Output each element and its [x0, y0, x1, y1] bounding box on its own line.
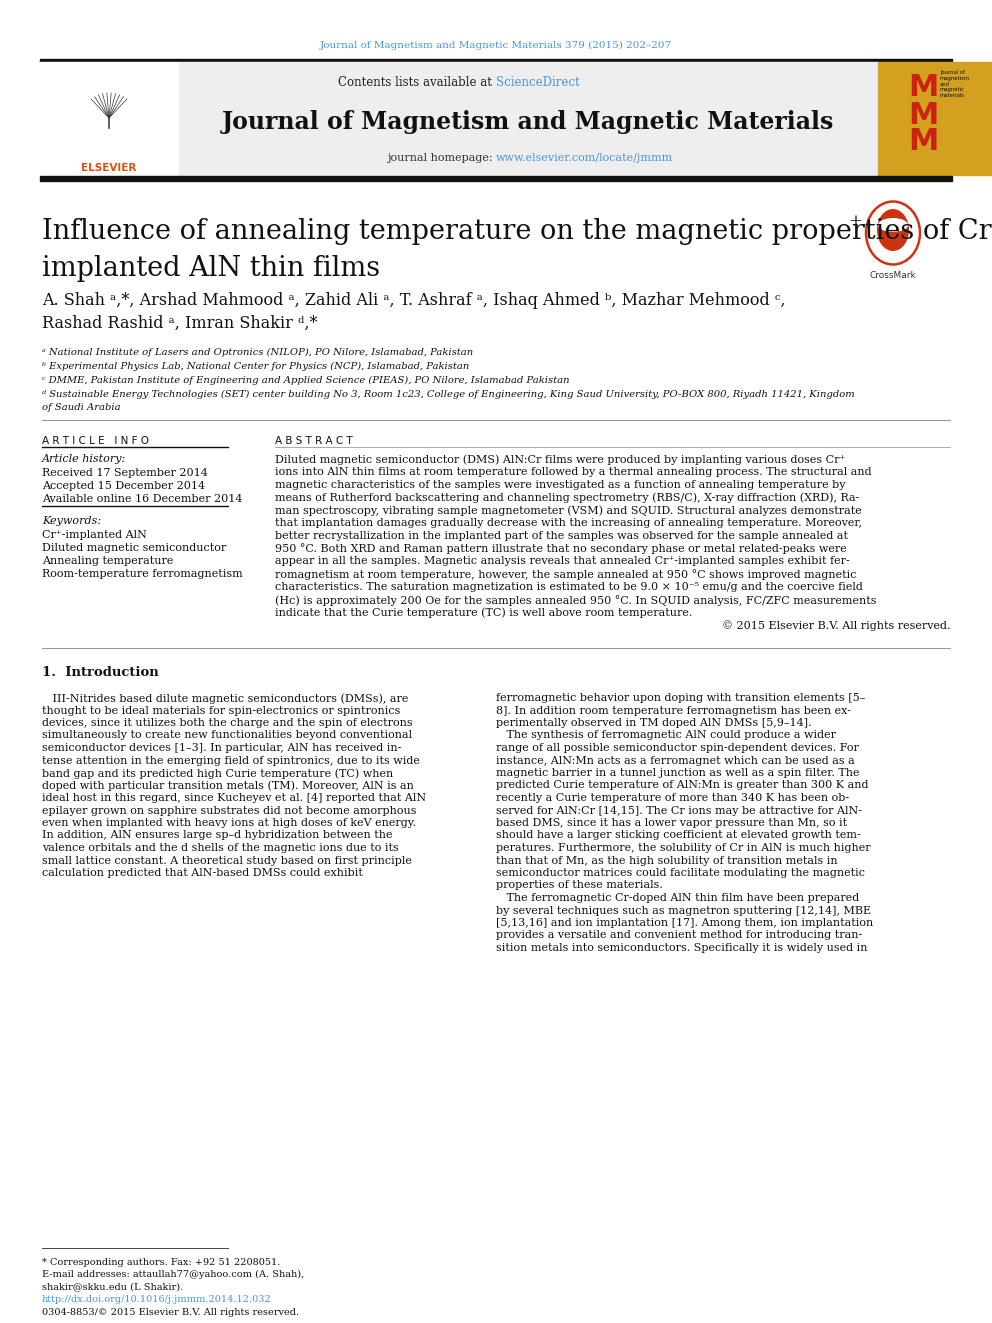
Text: 950 °C. Both XRD and Raman pattern illustrate that no secondary phase or metal r: 950 °C. Both XRD and Raman pattern illus… [275, 544, 847, 554]
Text: thought to be ideal materials for spin-electronics or spintronics: thought to be ideal materials for spin-e… [42, 705, 401, 716]
Text: ᵈ Sustainable Energy Technologies (SET) center building No 3, Room 1c23, College: ᵈ Sustainable Energy Technologies (SET) … [42, 390, 855, 400]
Text: instance, AlN:Mn acts as a ferromagnet which can be used as a: instance, AlN:Mn acts as a ferromagnet w… [496, 755, 855, 766]
Text: should have a larger sticking coefficient at elevated growth tem-: should have a larger sticking coefficien… [496, 831, 861, 840]
Text: journal homepage:: journal homepage: [387, 153, 496, 163]
Text: Accepted 15 December 2014: Accepted 15 December 2014 [42, 482, 205, 491]
Text: man spectroscopy, vibrating sample magnetometer (VSM) and SQUID. Structural anal: man spectroscopy, vibrating sample magne… [275, 505, 862, 516]
Text: Article history:: Article history: [42, 454, 126, 464]
Text: Received 17 September 2014: Received 17 September 2014 [42, 468, 208, 478]
Text: [5,13,16] and ion implantation [17]. Among them, ion implantation: [5,13,16] and ion implantation [17]. Amo… [496, 918, 873, 927]
Text: Influence of annealing temperature on the magnetic properties of Cr: Influence of annealing temperature on th… [42, 218, 992, 245]
Text: www.elsevier.com/locate/jmmm: www.elsevier.com/locate/jmmm [496, 153, 674, 163]
Text: than that of Mn, as the high solubility of transition metals in: than that of Mn, as the high solubility … [496, 856, 837, 865]
Bar [878, 62, 992, 175]
Text: ᶜ DMME, Pakistan Institute of Engineering and Applied Science (PIEAS), PO Nilore: ᶜ DMME, Pakistan Institute of Engineerin… [42, 376, 569, 385]
Text: A B S T R A C T: A B S T R A C T [275, 437, 353, 446]
Text: Diluted magnetic semiconductor: Diluted magnetic semiconductor [42, 542, 226, 553]
Text: ELSEVIER: ELSEVIER [81, 163, 137, 173]
Text: even when implanted with heavy ions at high doses of keV energy.: even when implanted with heavy ions at h… [42, 818, 416, 828]
Text: Available online 16 December 2014: Available online 16 December 2014 [42, 493, 242, 504]
Text: Rashad Rashid ᵃ, Imran Shakir ᵈ,*: Rashad Rashid ᵃ, Imran Shakir ᵈ,* [42, 315, 317, 332]
Text: Contents lists available at: Contents lists available at [338, 77, 496, 90]
Text: Cr⁺-implanted AlN: Cr⁺-implanted AlN [42, 531, 147, 540]
Bar [40, 176, 952, 181]
Text: Journal of Magnetism and Magnetic Materials 379 (2015) 202–207: Journal of Magnetism and Magnetic Materi… [320, 41, 672, 49]
Bar [40, 62, 178, 175]
Text: CrossMark: CrossMark [870, 270, 917, 279]
Text: (Hc) is approximately 200 Oe for the samples annealed 950 °C. In SQUID analysis,: (Hc) is approximately 200 Oe for the sam… [275, 595, 877, 606]
Text: doped with particular transition metals (TM). Moreover, AlN is an: doped with particular transition metals … [42, 781, 414, 791]
Text: M: M [908, 74, 938, 102]
Text: Annealing temperature: Annealing temperature [42, 556, 174, 566]
Text: © 2015 Elsevier B.V. All rights reserved.: © 2015 Elsevier B.V. All rights reserved… [721, 620, 950, 631]
Text: +: + [848, 213, 862, 230]
Text: range of all possible semiconductor spin-dependent devices. For: range of all possible semiconductor spin… [496, 744, 859, 753]
Text: magnetic characteristics of the samples were investigated as a function of annea: magnetic characteristics of the samples … [275, 480, 845, 490]
Text: III-Nitrides based dilute magnetic semiconductors (DMSs), are: III-Nitrides based dilute magnetic semic… [42, 693, 409, 704]
Text: Keywords:: Keywords: [42, 516, 101, 527]
Text: * Corresponding authors. Fax: +92 51 2208051.: * Corresponding authors. Fax: +92 51 220… [42, 1258, 281, 1267]
Text: perimentally observed in TM doped AlN DMSs [5,9–14].: perimentally observed in TM doped AlN DM… [496, 718, 811, 728]
Text: semiconductor devices [1–3]. In particular, AlN has received in-: semiconductor devices [1–3]. In particul… [42, 744, 402, 753]
Ellipse shape [878, 218, 908, 232]
Text: predicted Curie temperature of AlN:Mn is greater than 300 K and: predicted Curie temperature of AlN:Mn is… [496, 781, 869, 791]
Text: ideal host in this regard, since Kucheyev et al. [4] reported that AlN: ideal host in this regard, since Kucheye… [42, 792, 427, 803]
Text: 8]. In addition room temperature ferromagnetism has been ex-: 8]. In addition room temperature ferroma… [496, 705, 851, 716]
Text: that implantation damages gradually decrease with the increasing of annealing te: that implantation damages gradually decr… [275, 519, 862, 528]
Text: ScienceDirect: ScienceDirect [496, 77, 579, 90]
Text: calculation predicted that AlN-based DMSs could exhibit: calculation predicted that AlN-based DMS… [42, 868, 363, 878]
Text: recently a Curie temperature of more than 340 K has been ob-: recently a Curie temperature of more tha… [496, 792, 849, 803]
Text: magnetic barrier in a tunnel junction as well as a spin filter. The: magnetic barrier in a tunnel junction as… [496, 767, 859, 778]
Bar [40, 58, 952, 62]
Text: romagnetism at room temperature, however, the sample annealed at 950 °C shows im: romagnetism at room temperature, however… [275, 569, 856, 579]
Text: Journal of Magnetism and Magnetic Materials: Journal of Magnetism and Magnetic Materi… [222, 110, 834, 134]
Text: indicate that the Curie temperature (TC) is well above room temperature.: indicate that the Curie temperature (TC)… [275, 607, 692, 618]
Text: tense attention in the emerging field of spintronics, due to its wide: tense attention in the emerging field of… [42, 755, 420, 766]
Text: shakir@skku.edu (L Shakir).: shakir@skku.edu (L Shakir). [42, 1282, 184, 1291]
Text: implanted AlN thin films: implanted AlN thin films [42, 255, 380, 282]
Text: ferromagnetic behavior upon doping with transition elements [5–: ferromagnetic behavior upon doping with … [496, 693, 865, 703]
Text: The ferromagnetic Cr-doped AlN thin film have been prepared: The ferromagnetic Cr-doped AlN thin film… [496, 893, 859, 904]
Text: 0304-8853/© 2015 Elsevier B.V. All rights reserved.: 0304-8853/© 2015 Elsevier B.V. All right… [42, 1308, 300, 1316]
Text: A. Shah ᵃ,*, Arshad Mahmood ᵃ, Zahid Ali ᵃ, T. Ashraf ᵃ, Ishaq Ahmed ᵇ, Mazhar M: A. Shah ᵃ,*, Arshad Mahmood ᵃ, Zahid Ali… [42, 292, 786, 310]
Text: semiconductor matrices could facilitate modulating the magnetic: semiconductor matrices could facilitate … [496, 868, 865, 878]
Text: 1.  Introduction: 1. Introduction [42, 665, 159, 679]
Text: ᵇ Experimental Physics Lab, National Center for Physics (NCP), Islamabad, Pakist: ᵇ Experimental Physics Lab, National Cen… [42, 363, 469, 372]
Text: peratures. Furthermore, the solubility of Cr in AlN is much higher: peratures. Furthermore, the solubility o… [496, 843, 871, 853]
Text: A R T I C L E   I N F O: A R T I C L E I N F O [42, 437, 149, 446]
Text: provides a versatile and convenient method for introducing tran-: provides a versatile and convenient meth… [496, 930, 862, 941]
Text: M: M [908, 101, 938, 130]
Text: devices, since it utilizes both the charge and the spin of electrons: devices, since it utilizes both the char… [42, 718, 413, 728]
Text: ions into AlN thin films at room temperature followed by a thermal annealing pro: ions into AlN thin films at room tempera… [275, 467, 872, 476]
Text: properties of these materials.: properties of these materials. [496, 881, 663, 890]
Text: http://dx.doi.org/10.1016/j.jmmm.2014.12.032: http://dx.doi.org/10.1016/j.jmmm.2014.12… [42, 1295, 272, 1304]
Text: appear in all the samples. Magnetic analysis reveals that annealed Cr⁺-implanted: appear in all the samples. Magnetic anal… [275, 557, 850, 566]
Text: simultaneously to create new functionalities beyond conventional: simultaneously to create new functionali… [42, 730, 412, 741]
Text: of Saudi Arabia: of Saudi Arabia [42, 404, 121, 411]
Text: by several techniques such as magnetron sputtering [12,14], MBE: by several techniques such as magnetron … [496, 905, 871, 916]
Text: E-mail addresses: attaullah77@yahoo.com (A. Shah),: E-mail addresses: attaullah77@yahoo.com … [42, 1270, 305, 1279]
Text: ᵃ National Institute of Lasers and Optronics (NILOP), PO Nilore, Islamabad, Paki: ᵃ National Institute of Lasers and Optro… [42, 348, 473, 357]
Text: served for AlN:Cr [14,15]. The Cr ions may be attractive for AlN-: served for AlN:Cr [14,15]. The Cr ions m… [496, 806, 862, 815]
Text: band gap and its predicted high Curie temperature (TC) when: band gap and its predicted high Curie te… [42, 767, 393, 778]
Bar [178, 62, 878, 175]
Text: The synthesis of ferromagnetic AlN could produce a wider: The synthesis of ferromagnetic AlN could… [496, 730, 836, 741]
Text: In addition, AlN ensures large sp–d hybridization between the: In addition, AlN ensures large sp–d hybr… [42, 831, 393, 840]
Text: means of Rutherford backscattering and channeling spectrometry (RBS/C), X-ray di: means of Rutherford backscattering and c… [275, 492, 859, 503]
Ellipse shape [877, 209, 909, 251]
Text: Room-temperature ferromagnetism: Room-temperature ferromagnetism [42, 569, 243, 579]
Text: better recrystallization in the implanted part of the samples was observed for t: better recrystallization in the implante… [275, 531, 848, 541]
Text: small lattice constant. A theoretical study based on first principle: small lattice constant. A theoretical st… [42, 856, 412, 865]
Text: characteristics. The saturation magnetization is estimated to be 9.0 × 10⁻⁵ emu/: characteristics. The saturation magnetiz… [275, 582, 863, 591]
Text: valence orbitals and the d shells of the magnetic ions due to its: valence orbitals and the d shells of the… [42, 843, 399, 853]
Text: based DMS, since it has a lower vapor pressure than Mn, so it: based DMS, since it has a lower vapor pr… [496, 818, 847, 828]
Text: Journal of
magnetism
and
magnetic
materials: Journal of magnetism and magnetic materi… [940, 70, 970, 98]
Text: epilayer grown on sapphire substrates did not become amorphous: epilayer grown on sapphire substrates di… [42, 806, 417, 815]
Text: sition metals into semiconductors. Specifically it is widely used in: sition metals into semiconductors. Speci… [496, 943, 867, 953]
Text: Diluted magnetic semiconductor (DMS) AlN:Cr films were produced by implanting va: Diluted magnetic semiconductor (DMS) AlN… [275, 454, 845, 464]
Text: M: M [908, 127, 938, 156]
